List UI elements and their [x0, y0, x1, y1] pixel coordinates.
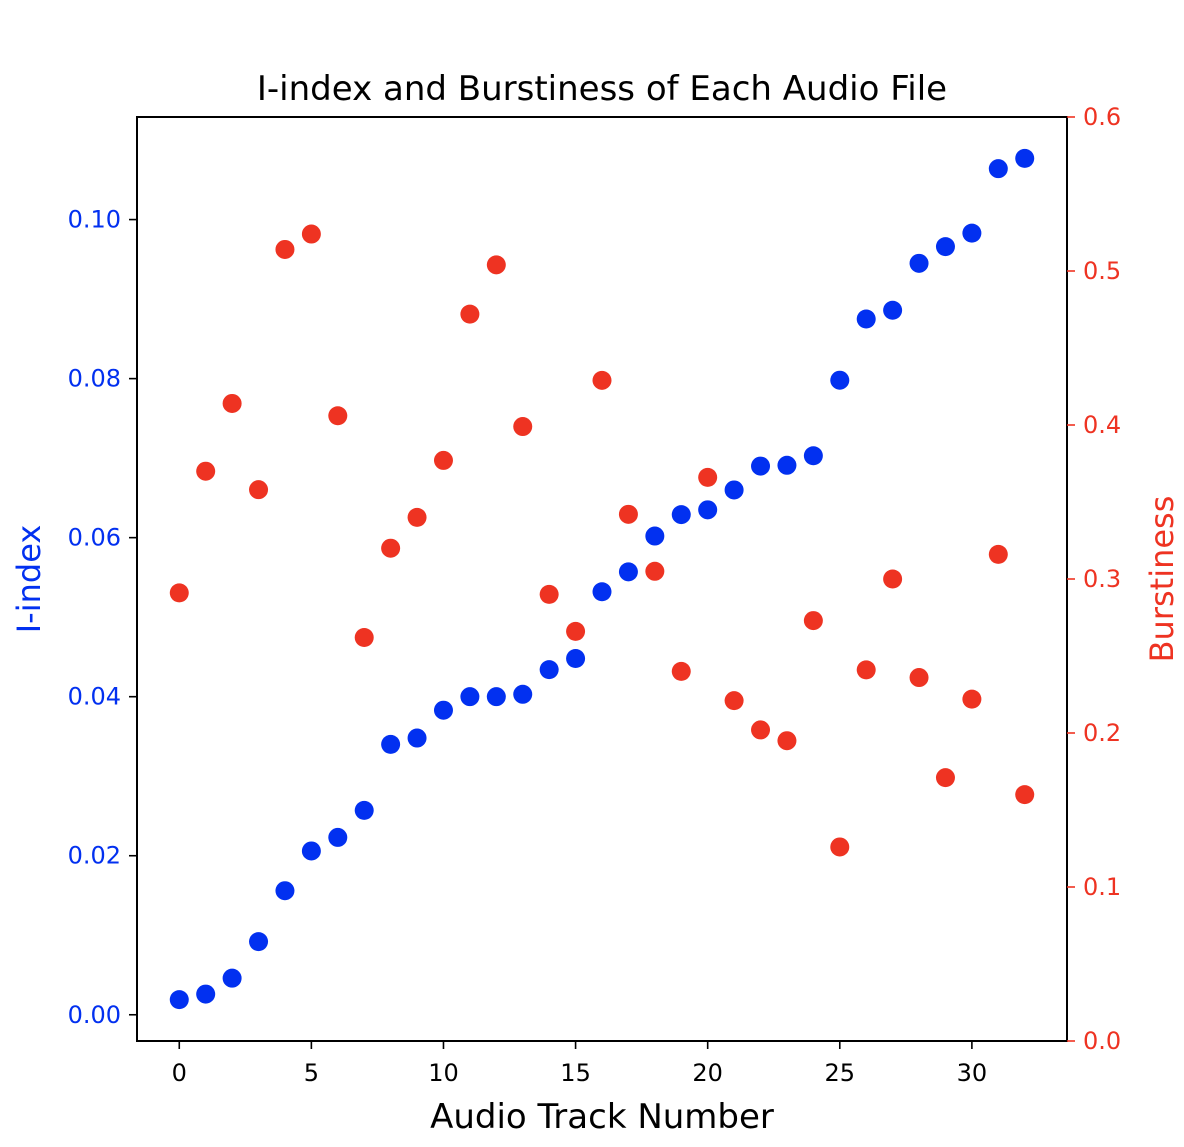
i-index-point [830, 370, 850, 390]
x-axis-label: Audio Track Number [430, 1097, 774, 1137]
burstiness-point [460, 304, 480, 324]
i-index-point [988, 159, 1008, 179]
i-index-point [301, 841, 321, 861]
burstiness-point [407, 507, 427, 527]
burstiness-point [988, 544, 1008, 564]
i-index-point [856, 309, 876, 329]
burstiness-point [354, 628, 374, 648]
right-y-tick-label: 0.4 [1083, 411, 1121, 439]
burstiness-point [618, 504, 638, 524]
i-index-point [486, 687, 506, 707]
i-index-point [777, 455, 797, 475]
x-axis: 0 5 10 15 20 25 30 [172, 1041, 988, 1087]
i-index-point [381, 734, 401, 754]
burstiness-point [486, 255, 506, 275]
i-index-point [803, 446, 823, 466]
i-index-point [751, 456, 771, 476]
plot-area [169, 148, 1035, 1010]
burstiness-series [169, 224, 1035, 857]
left-y-axis-label: I-index [10, 525, 48, 634]
i-index-point [539, 660, 559, 680]
burstiness-point [909, 668, 929, 688]
i-index-point [513, 684, 533, 704]
i-index-point [962, 223, 982, 243]
burstiness-point [169, 583, 189, 603]
i-index-point [566, 649, 586, 669]
i-index-point [618, 562, 638, 582]
burstiness-point [777, 731, 797, 751]
i-index-point [222, 968, 242, 988]
burstiness-point [751, 720, 771, 740]
right-y-axis: 0.0 0.1 0.2 0.3 0.4 0.5 0.6 [1067, 103, 1121, 1055]
burstiness-point [539, 584, 559, 604]
burstiness-point [196, 461, 216, 481]
i-index-point [671, 505, 691, 525]
right-y-tick-label: 0.5 [1083, 257, 1121, 285]
right-y-tick-label: 0.1 [1083, 873, 1121, 901]
burstiness-point [724, 691, 744, 711]
i-index-point [196, 984, 216, 1004]
left-y-tick-label: 0.04 [68, 683, 121, 711]
plot-frame [136, 116, 1068, 1042]
i-index-point [724, 480, 744, 500]
i-index-point [275, 881, 295, 901]
left-y-axis: 0.00 0.02 0.04 0.06 0.08 0.10 [68, 206, 137, 1029]
i-index-point [909, 253, 929, 273]
x-tick-label: 15 [560, 1059, 591, 1087]
burstiness-point [433, 450, 453, 470]
right-y-tick-label: 0.3 [1083, 565, 1121, 593]
i-index-point [328, 827, 348, 847]
left-y-tick-label: 0.08 [68, 365, 121, 393]
burstiness-point [592, 370, 612, 390]
burstiness-point [883, 569, 903, 589]
x-tick-label: 5 [304, 1059, 319, 1087]
i-index-point [460, 687, 480, 707]
burstiness-point [249, 480, 269, 500]
i-index-point [433, 700, 453, 720]
i-index-point [645, 526, 665, 546]
burstiness-point [566, 621, 586, 641]
burstiness-point [1015, 785, 1035, 805]
burstiness-point [328, 406, 348, 426]
x-tick-label: 25 [825, 1059, 856, 1087]
x-tick-label: 30 [957, 1059, 988, 1087]
burstiness-point [803, 611, 823, 631]
i-index-point [883, 300, 903, 320]
chart-title: I-index and Burstiness of Each Audio Fil… [257, 69, 947, 109]
burstiness-point [381, 538, 401, 558]
left-y-tick-label: 0.06 [68, 524, 121, 552]
right-y-tick-label: 0.0 [1083, 1027, 1121, 1055]
x-tick-label: 20 [692, 1059, 723, 1087]
i-index-point [592, 582, 612, 602]
i-index-point [354, 800, 374, 820]
right-y-axis-label: Burstiness [1143, 496, 1181, 663]
burstiness-point [275, 239, 295, 259]
x-tick-label: 10 [428, 1059, 459, 1087]
burstiness-point [645, 561, 665, 581]
burstiness-point [513, 417, 533, 437]
burstiness-point [698, 467, 718, 487]
right-y-tick-label: 0.2 [1083, 719, 1121, 747]
i-index-point [698, 500, 718, 520]
left-y-tick-label: 0.00 [68, 1001, 121, 1029]
burstiness-point [962, 689, 982, 709]
left-y-tick-label: 0.02 [68, 842, 121, 870]
burstiness-point [935, 768, 955, 788]
i-index-series [169, 148, 1035, 1010]
burstiness-point [671, 661, 691, 681]
i-index-point [407, 728, 427, 748]
burstiness-point [222, 393, 242, 413]
i-index-point [169, 990, 189, 1010]
i-index-point [1015, 148, 1035, 168]
i-index-point [249, 932, 269, 952]
burstiness-point [830, 837, 850, 857]
i-index-point [935, 237, 955, 257]
burstiness-point [856, 660, 876, 680]
x-tick-label: 0 [172, 1059, 187, 1087]
left-y-tick-label: 0.10 [68, 206, 121, 234]
burstiness-point [301, 224, 321, 244]
right-y-tick-label: 0.6 [1083, 103, 1121, 131]
